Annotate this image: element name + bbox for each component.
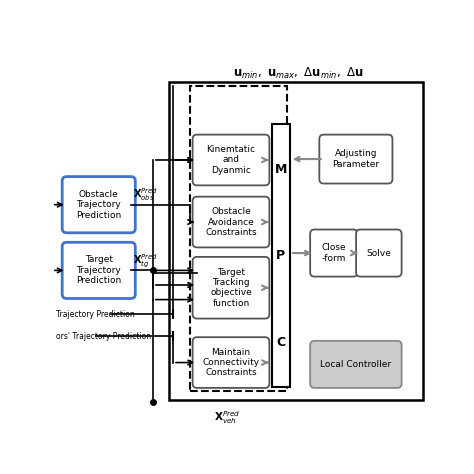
FancyBboxPatch shape [192,197,269,247]
Text: Target
Trajectory
Prediction: Target Trajectory Prediction [76,255,121,285]
Text: $\mathbf{X}_{veh}^{Pred}$: $\mathbf{X}_{veh}^{Pred}$ [213,409,240,426]
FancyBboxPatch shape [62,177,135,233]
Text: Maintain
Connectivity
Constraints: Maintain Connectivity Constraints [202,347,260,377]
Text: Target
Tracking
objective
function: Target Tracking objective function [210,268,252,308]
Text: C: C [276,336,285,349]
Text: ors' Trajectory Prediction: ors' Trajectory Prediction [55,332,151,341]
FancyBboxPatch shape [319,135,392,183]
Bar [272,124,290,387]
Bar [190,86,287,391]
Text: $\mathbf{u}_{min},\ \mathbf{u}_{max},\ \Delta\mathbf{u}_{min},\ \Delta\mathbf{u}: $\mathbf{u}_{min},\ \mathbf{u}_{max},\ \… [233,66,363,81]
FancyBboxPatch shape [356,229,401,277]
Text: Trajectory Prediction: Trajectory Prediction [55,310,134,319]
Text: M: M [274,163,287,175]
Text: Adjusting
Parameter: Adjusting Parameter [332,149,380,169]
FancyBboxPatch shape [310,341,401,388]
FancyBboxPatch shape [192,337,269,388]
Text: Obstacle
Avoidance
Constraints: Obstacle Avoidance Constraints [205,207,257,237]
Text: Obstacle
Trajectory
Prediction: Obstacle Trajectory Prediction [76,190,121,219]
Text: Kinemtatic
and
Dyanmic: Kinemtatic and Dyanmic [207,145,255,175]
Text: Solve: Solve [366,248,391,257]
FancyBboxPatch shape [192,135,269,185]
FancyBboxPatch shape [192,257,269,319]
Text: $\mathbf{X}_{obs}^{Pred}$: $\mathbf{X}_{obs}^{Pred}$ [133,186,158,203]
Text: $\mathbf{X}_{tg}^{Pred}$: $\mathbf{X}_{tg}^{Pred}$ [133,253,158,270]
FancyBboxPatch shape [62,242,135,299]
Bar [169,82,423,400]
Text: Close
-form: Close -form [321,243,346,263]
Text: Local Controller: Local Controller [320,360,392,369]
FancyBboxPatch shape [310,229,357,277]
Text: P: P [276,249,285,262]
